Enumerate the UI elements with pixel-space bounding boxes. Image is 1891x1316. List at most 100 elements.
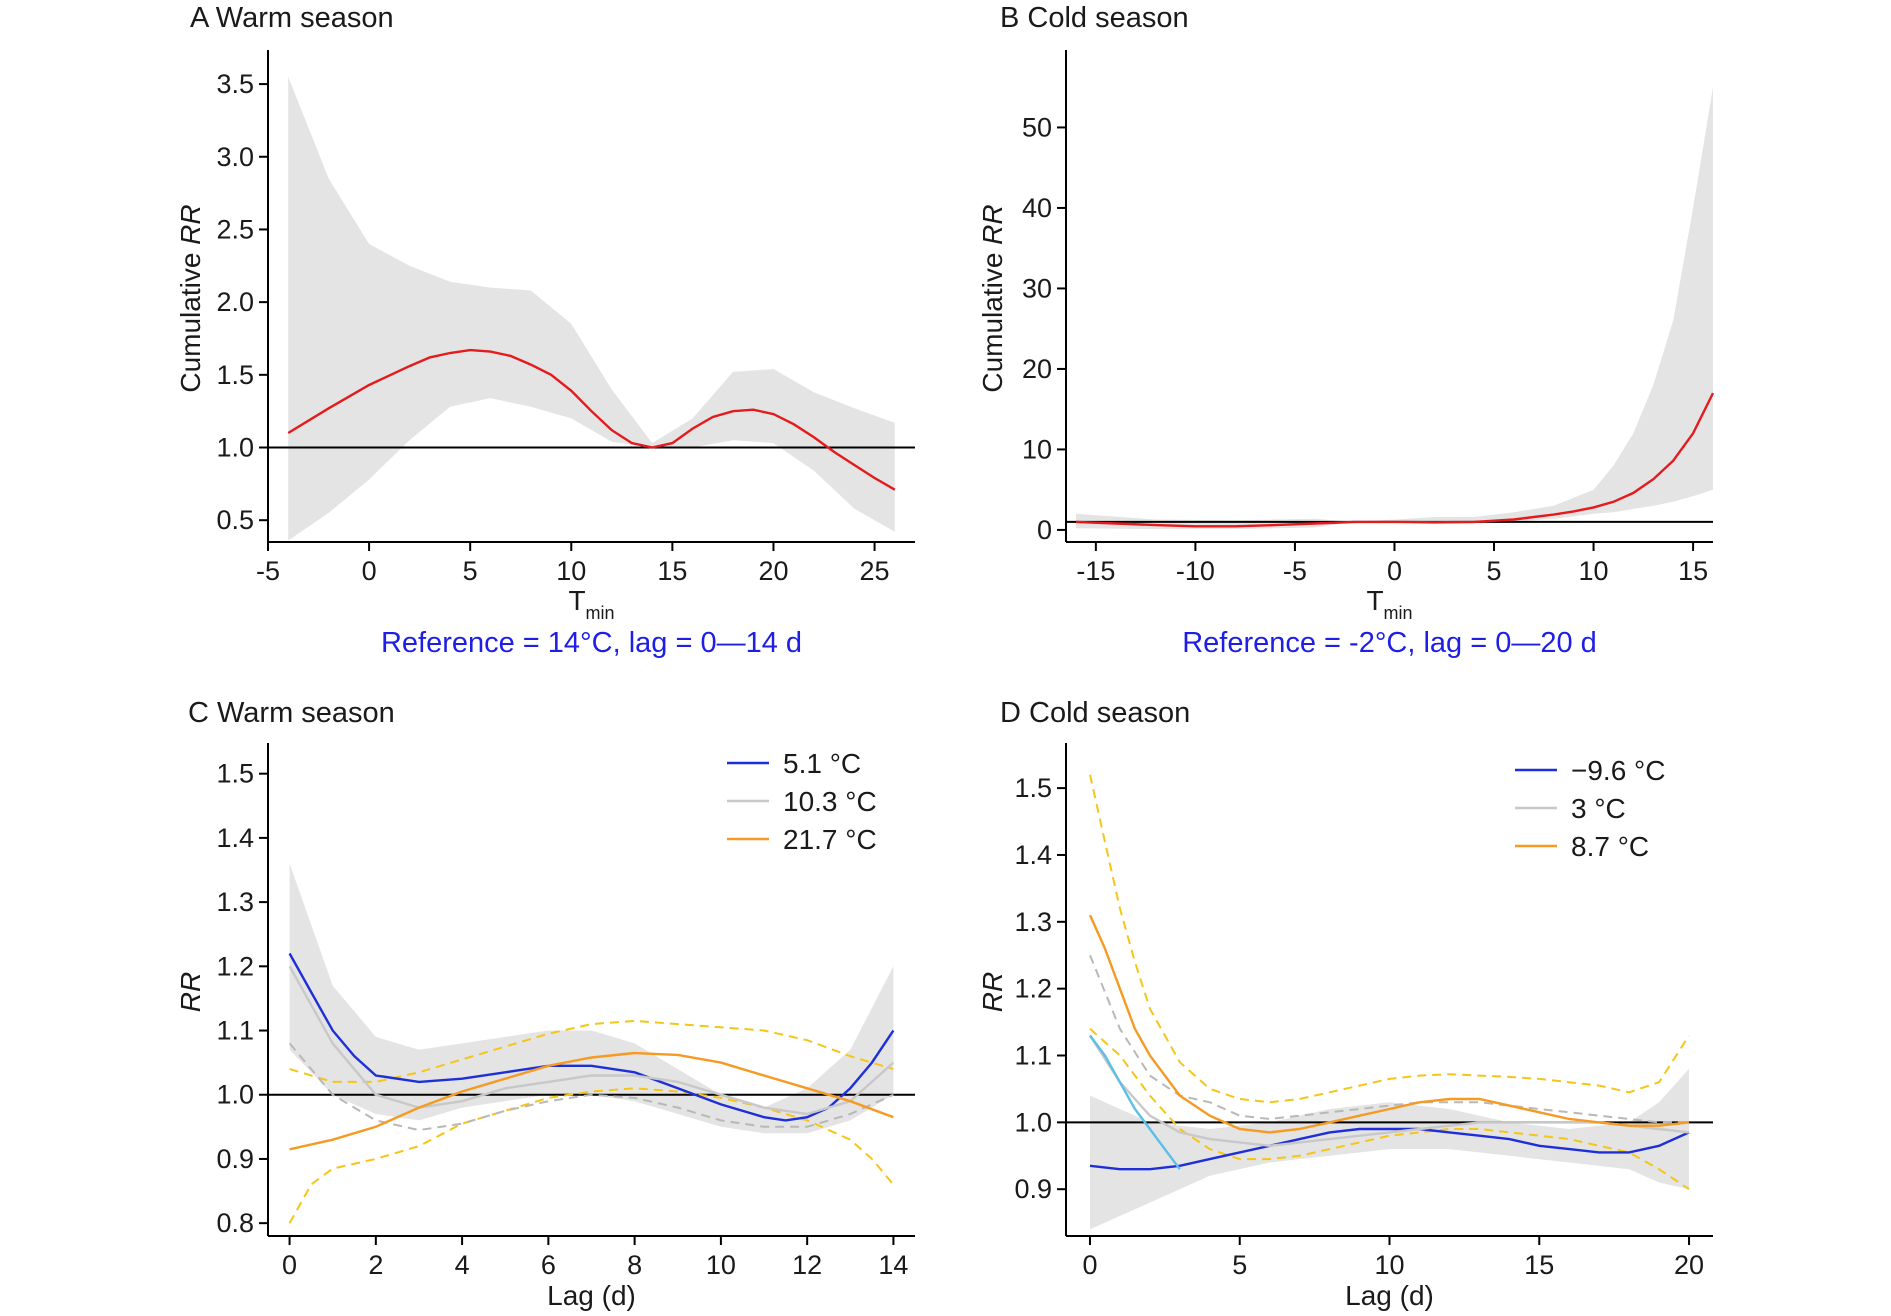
series-line-0 (287, 348, 896, 491)
legend-entry: 21.7 °C (783, 824, 877, 855)
x-tick-label: 15 (1524, 1250, 1554, 1280)
confidence-band (1076, 87, 1713, 530)
panel-d: 0 5 10 15 20 0.9 1.0 1.1 1.2 1.3 1.4 1.5 D Cold seas… (977, 697, 1713, 1311)
x-tick-label: 10 (1374, 1250, 1404, 1280)
series-line-0 (1075, 392, 1715, 528)
x-tick-label: 20 (758, 556, 788, 586)
series-line-3 (1089, 774, 1690, 1104)
reference-note: Reference = -2°C, lag = 0—20 d (1182, 627, 1597, 659)
y-tick-label: 1.5 (216, 360, 254, 390)
y-tick-label: 0 (1037, 515, 1052, 545)
series-line-1 (288, 965, 895, 1116)
panel-b: -15 -10 -5 0 5 10 15 0 10 20 30 40 50 B Cold season Tm… (977, 2, 1715, 659)
y-tick-label: 3.5 (216, 69, 254, 99)
y-axis-label: RR (977, 972, 1008, 1012)
y-axis-label-italic: RR (977, 204, 1008, 244)
y-axis-label-gap (175, 245, 206, 253)
y-tick-label: 3.0 (216, 142, 254, 172)
panel-c: 0 2 4 6 8 10 12 14 0.8 0.9 1.0 1.1 1.2 1.3 1.4 1.5 C War… (175, 697, 915, 1311)
x-tick-label: 5 (1232, 1250, 1247, 1280)
y-axis-label-italic: RR (175, 204, 206, 244)
y-tick-label: 1.0 (216, 433, 254, 463)
x-tick-label: 0 (1082, 1250, 1097, 1280)
y-axis-label: Cumulative RR (977, 204, 1008, 392)
x-axis-label-main: Lag (d) (547, 1280, 636, 1311)
y-tick-label: 50 (1022, 112, 1052, 142)
x-axis-label-main: T (1366, 585, 1383, 616)
series-line-6 (1089, 1034, 1181, 1170)
confidence-band (289, 863, 894, 1134)
y-tick-label: 2.5 (216, 214, 254, 244)
y-tick-label: 40 (1022, 193, 1052, 223)
x-axis-label: Tmin (568, 585, 614, 623)
panel-title: B Cold season (1000, 2, 1189, 34)
x-tick-label: 12 (792, 1250, 822, 1280)
x-tick-label: -10 (1176, 556, 1215, 586)
x-tick-label: 0 (282, 1250, 297, 1280)
x-tick-label: 10 (706, 1250, 736, 1280)
confidence-band (1090, 1068, 1689, 1230)
legend-entry: 5.1 °C (783, 748, 861, 779)
x-axis-label: Tmin (1366, 585, 1412, 623)
panel-title: C Warm season (188, 697, 395, 729)
y-axis-label-gap (977, 245, 1008, 253)
y-tick-label: 1.4 (216, 823, 254, 853)
y-tick-label: 1.5 (216, 759, 254, 789)
x-axis-label: Lag (d) (547, 1280, 636, 1311)
series-line-4 (1089, 1028, 1690, 1191)
panel-a: -5 0 5 10 15 20 25 0.5 1.0 1.5 2.0 2.5 3.0 3.5 A Warm … (175, 2, 915, 659)
y-tick-label: 20 (1022, 354, 1052, 384)
y-tick-label: 1.0 (216, 1080, 254, 1110)
y-tick-label: 1.5 (1014, 773, 1052, 803)
y-axis-label-main: Cumulative (977, 253, 1008, 393)
legend-entry: −9.6 °C (1571, 755, 1665, 786)
x-tick-label: -5 (1283, 556, 1307, 586)
confidence-band (288, 76, 895, 541)
series-line-3 (289, 1019, 894, 1083)
y-tick-label: 0.9 (216, 1144, 254, 1174)
series-line-4 (288, 1087, 895, 1224)
x-tick-label: 15 (657, 556, 687, 586)
x-tick-label: 10 (556, 556, 586, 586)
y-axis-label-italic: RR (175, 972, 206, 1012)
x-tick-label: 20 (1674, 1250, 1704, 1280)
y-tick-label: 1.1 (1014, 1041, 1052, 1071)
y-tick-label: 0.9 (1014, 1174, 1052, 1204)
y-tick-label: 2.0 (216, 287, 254, 317)
y-tick-label: 1.1 (216, 1016, 254, 1046)
reference-note: Reference = 14°C, lag = 0—14 d (381, 627, 802, 659)
y-tick-label: 10 (1022, 434, 1052, 464)
x-tick-label: 15 (1678, 556, 1708, 586)
y-tick-label: 30 (1022, 273, 1052, 303)
x-axis-label-sub: min (586, 603, 615, 623)
x-tick-label: 2 (368, 1250, 383, 1280)
y-axis-label-italic: RR (977, 972, 1008, 1012)
series-line-5 (1089, 954, 1689, 1124)
series-line-5 (288, 1042, 894, 1132)
x-tick-label: 10 (1579, 556, 1609, 586)
y-tick-label: 1.3 (216, 887, 254, 917)
y-axis-label: RR (175, 972, 206, 1012)
legend-entry: 3 °C (1571, 793, 1626, 824)
x-tick-label: 25 (860, 556, 890, 586)
x-tick-label: -15 (1076, 556, 1115, 586)
x-axis-label-main: Lag (d) (1345, 1280, 1434, 1311)
x-tick-label: 5 (1486, 556, 1501, 586)
y-axis-label: Cumulative RR (175, 204, 206, 392)
y-tick-label: 1.4 (1014, 840, 1052, 870)
series-line-2 (289, 1051, 894, 1151)
x-tick-label: 0 (362, 556, 377, 586)
y-tick-label: 1.3 (1014, 907, 1052, 937)
x-tick-label: -5 (256, 556, 280, 586)
y-tick-label: 1.2 (216, 951, 254, 981)
x-axis-label-sub: min (1384, 603, 1413, 623)
y-axis-label-main: Cumulative (175, 253, 206, 393)
panel-title: D Cold season (1000, 697, 1190, 729)
x-tick-label: 0 (1387, 556, 1402, 586)
series-line-2 (1088, 914, 1690, 1134)
x-tick-label: 6 (541, 1250, 556, 1280)
legend-entry: 8.7 °C (1571, 831, 1649, 862)
series-line-0 (1089, 1127, 1690, 1171)
y-tick-label: 0.8 (216, 1208, 254, 1238)
